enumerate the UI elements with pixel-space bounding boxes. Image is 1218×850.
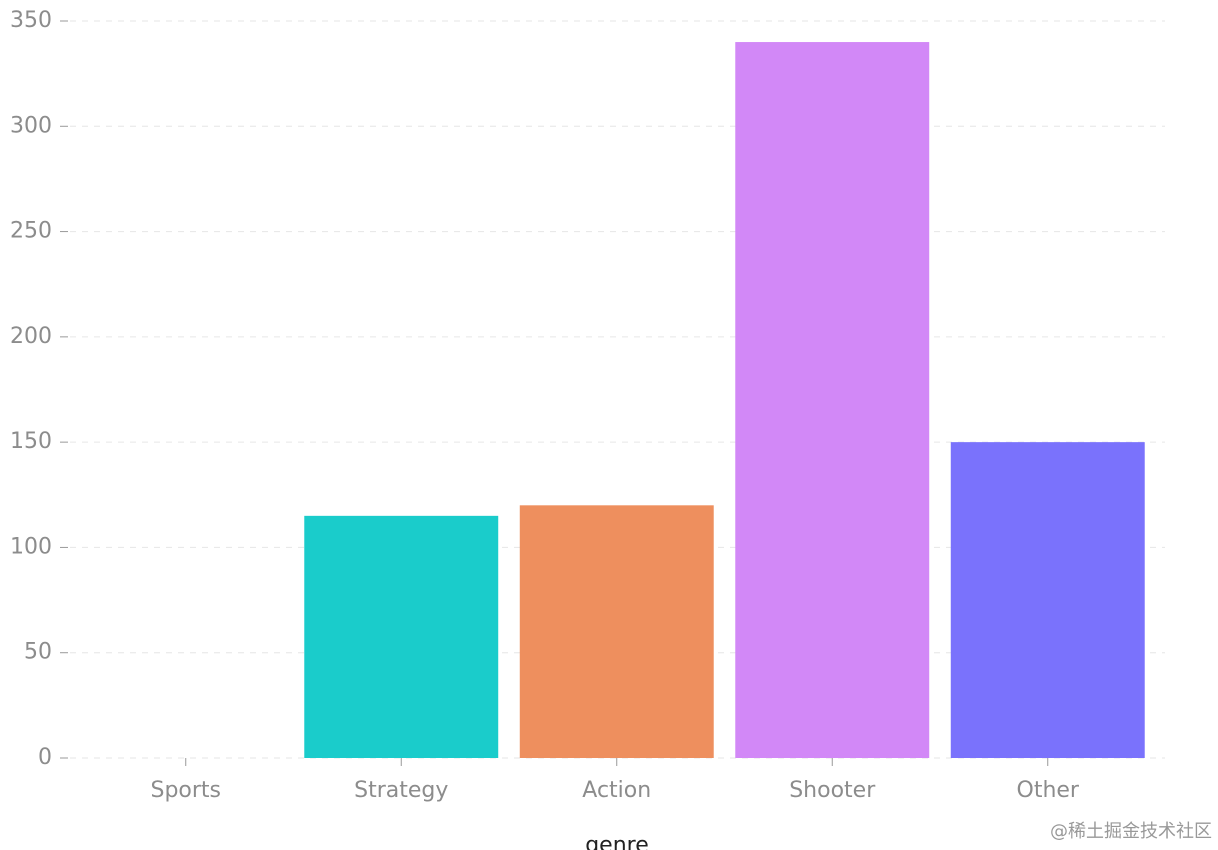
y-tick-label: 200 bbox=[10, 324, 52, 349]
y-tick-label: 0 bbox=[38, 745, 52, 770]
bar bbox=[304, 515, 499, 758]
x-tick-label: Sports bbox=[150, 778, 221, 803]
x-tick-label: Strategy bbox=[354, 778, 448, 803]
y-tick-label: 100 bbox=[10, 534, 52, 559]
y-tick-label: 50 bbox=[24, 640, 52, 665]
x-tick-label: Other bbox=[1017, 778, 1080, 803]
x-axis-title: genre bbox=[585, 833, 649, 850]
watermark: @稀土掘金技术社区 bbox=[1050, 821, 1212, 842]
y-tick-label: 150 bbox=[10, 429, 52, 454]
x-tick-label: Action bbox=[582, 778, 651, 803]
bar bbox=[735, 42, 930, 759]
y-tick-label: 350 bbox=[10, 8, 52, 33]
x-tick-label: Shooter bbox=[789, 778, 876, 803]
y-tick-label: 300 bbox=[10, 113, 52, 138]
bar bbox=[950, 442, 1145, 758]
bar bbox=[519, 505, 714, 758]
y-tick-label: 250 bbox=[10, 219, 52, 244]
